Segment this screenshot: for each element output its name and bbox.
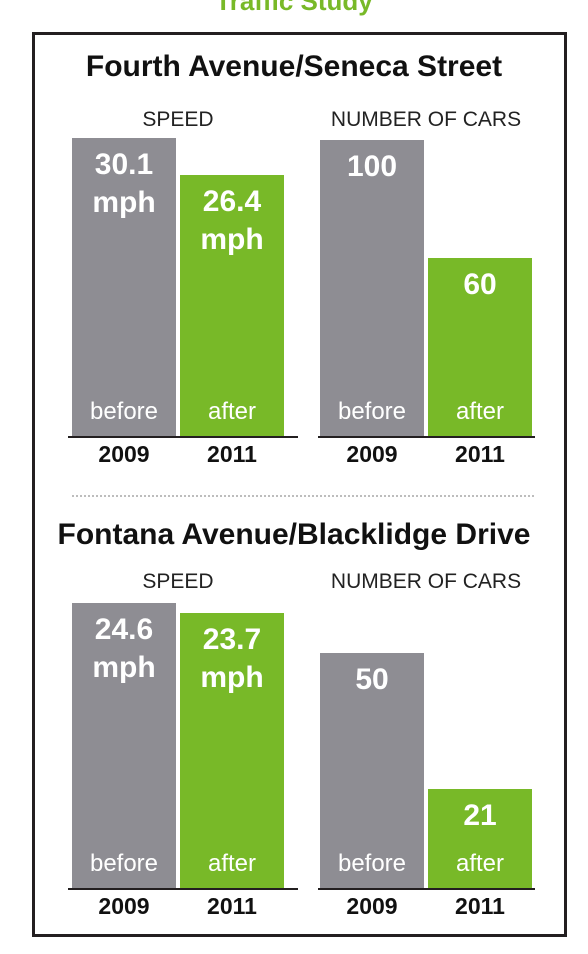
year-label: 2009 bbox=[346, 441, 398, 467]
data-label: 26.4 mph bbox=[200, 185, 264, 256]
bar-before bbox=[72, 603, 176, 888]
category-label: before bbox=[89, 850, 159, 877]
chart-title: SPEED bbox=[142, 108, 214, 131]
baseline bbox=[68, 436, 298, 438]
data-label: 30.1 mph bbox=[92, 148, 156, 219]
page-title: Traffic Study bbox=[215, 0, 373, 16]
baseline bbox=[68, 888, 298, 890]
bar-before bbox=[320, 653, 424, 888]
category-label: after bbox=[207, 850, 257, 877]
bar-before bbox=[320, 140, 424, 436]
bar-after bbox=[428, 258, 532, 436]
category-label: before bbox=[337, 850, 407, 877]
category-label: after bbox=[455, 398, 505, 425]
data-label: 23.7 mph bbox=[200, 623, 264, 694]
data-label: 21 bbox=[463, 799, 497, 832]
data-label: 60 bbox=[463, 268, 497, 301]
category-label: before bbox=[89, 398, 159, 425]
bar-after bbox=[428, 789, 532, 888]
year-label: 2011 bbox=[455, 893, 505, 919]
year-label: 2009 bbox=[98, 441, 150, 467]
category-label: after bbox=[455, 850, 505, 877]
year-label: 2009 bbox=[346, 893, 398, 919]
year-label: 2011 bbox=[207, 893, 257, 919]
data-label: 100 bbox=[346, 150, 398, 183]
year-label: 2009 bbox=[98, 893, 150, 919]
baseline bbox=[318, 888, 535, 890]
bar-before bbox=[72, 138, 176, 436]
data-label: 24.6 mph bbox=[92, 613, 156, 684]
section-title-fourth-seneca: Fourth Avenue/Seneca Street bbox=[85, 50, 503, 83]
chart-title: NUMBER OF CARS bbox=[330, 108, 522, 131]
bar-after bbox=[180, 175, 284, 436]
category-label: before bbox=[337, 398, 407, 425]
chart-title: SPEED bbox=[142, 570, 214, 593]
section-divider bbox=[72, 495, 534, 497]
category-label: after bbox=[207, 398, 257, 425]
baseline bbox=[318, 436, 535, 438]
chart-frame bbox=[32, 32, 567, 937]
year-label: 2011 bbox=[207, 441, 257, 467]
section-title-fontana-blacklidge: Fontana Avenue/Blacklidge Drive bbox=[57, 518, 531, 551]
bar-after bbox=[180, 613, 284, 888]
year-label: 2011 bbox=[455, 441, 505, 467]
data-label: 50 bbox=[355, 663, 389, 696]
chart-title: NUMBER OF CARS bbox=[330, 570, 522, 593]
